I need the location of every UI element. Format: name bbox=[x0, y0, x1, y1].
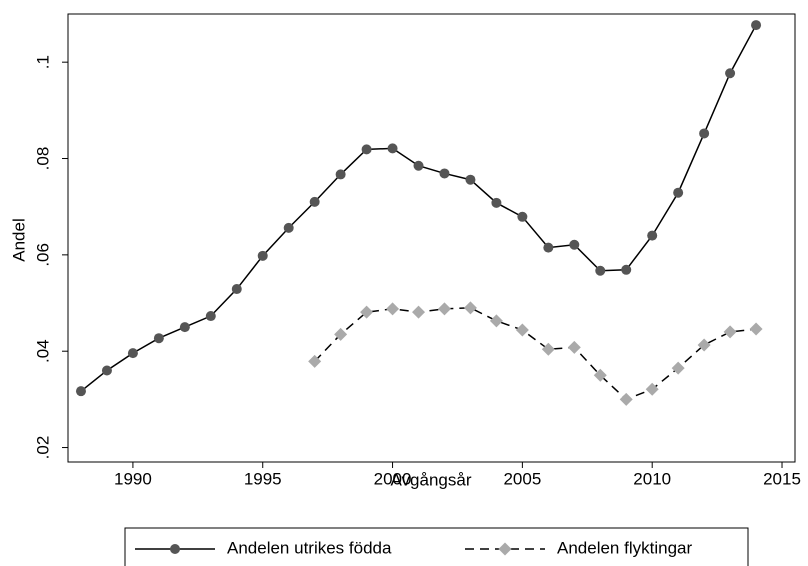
marker bbox=[541, 342, 555, 356]
legend-box bbox=[124, 527, 749, 566]
marker bbox=[491, 197, 502, 208]
plot-frame bbox=[67, 13, 796, 463]
marker bbox=[751, 20, 762, 31]
marker bbox=[725, 68, 736, 79]
marker bbox=[309, 196, 320, 207]
marker bbox=[101, 365, 112, 376]
marker bbox=[127, 348, 138, 359]
x-tick-label: 1995 bbox=[244, 469, 282, 488]
marker bbox=[645, 382, 659, 396]
marker bbox=[619, 392, 633, 406]
marker bbox=[647, 230, 658, 241]
marker bbox=[231, 284, 242, 295]
marker bbox=[543, 242, 554, 253]
marker bbox=[386, 302, 400, 316]
marker bbox=[75, 386, 86, 397]
marker bbox=[361, 144, 372, 155]
marker bbox=[283, 222, 294, 233]
legend-label: Andelen utrikes födda bbox=[227, 538, 392, 557]
x-tick-label: 2000 bbox=[374, 469, 412, 488]
marker bbox=[567, 340, 581, 354]
x-axis-title: Avgångsår bbox=[391, 470, 472, 489]
x-tick-label: 2010 bbox=[633, 469, 671, 488]
marker bbox=[205, 311, 216, 322]
marker bbox=[465, 174, 476, 185]
x-tick-label: 2015 bbox=[763, 469, 801, 488]
marker bbox=[749, 322, 763, 336]
marker bbox=[595, 265, 606, 276]
marker bbox=[517, 211, 528, 222]
marker bbox=[515, 323, 529, 337]
marker bbox=[335, 169, 346, 180]
y-tick-label: .08 bbox=[33, 147, 52, 171]
legend-label: Andelen flyktingar bbox=[557, 538, 692, 557]
series-line bbox=[314, 307, 757, 401]
series-line bbox=[80, 24, 757, 392]
marker bbox=[360, 305, 374, 319]
marker bbox=[489, 314, 503, 328]
y-tick-label: .04 bbox=[33, 339, 52, 363]
marker bbox=[387, 143, 398, 154]
marker bbox=[439, 168, 450, 179]
marker bbox=[621, 264, 632, 275]
marker bbox=[723, 325, 737, 339]
y-axis-title: Andel bbox=[9, 218, 28, 261]
marker bbox=[412, 305, 426, 319]
marker bbox=[569, 239, 580, 250]
marker bbox=[308, 354, 322, 368]
marker bbox=[437, 302, 451, 316]
marker bbox=[697, 338, 711, 352]
marker bbox=[671, 361, 685, 375]
marker bbox=[463, 301, 477, 315]
y-tick-label: .06 bbox=[33, 243, 52, 267]
y-tick-label: .1 bbox=[33, 55, 52, 69]
marker bbox=[673, 187, 684, 198]
legend-marker bbox=[170, 544, 180, 554]
marker bbox=[413, 160, 424, 171]
x-tick-label: 1990 bbox=[114, 469, 152, 488]
marker bbox=[699, 128, 710, 139]
x-tick-label: 2005 bbox=[503, 469, 541, 488]
y-tick-label: .02 bbox=[33, 436, 52, 460]
marker bbox=[334, 327, 348, 341]
marker bbox=[179, 322, 190, 333]
marker bbox=[153, 333, 164, 344]
marker bbox=[257, 250, 268, 261]
legend-marker bbox=[498, 542, 512, 556]
marker bbox=[593, 368, 607, 382]
